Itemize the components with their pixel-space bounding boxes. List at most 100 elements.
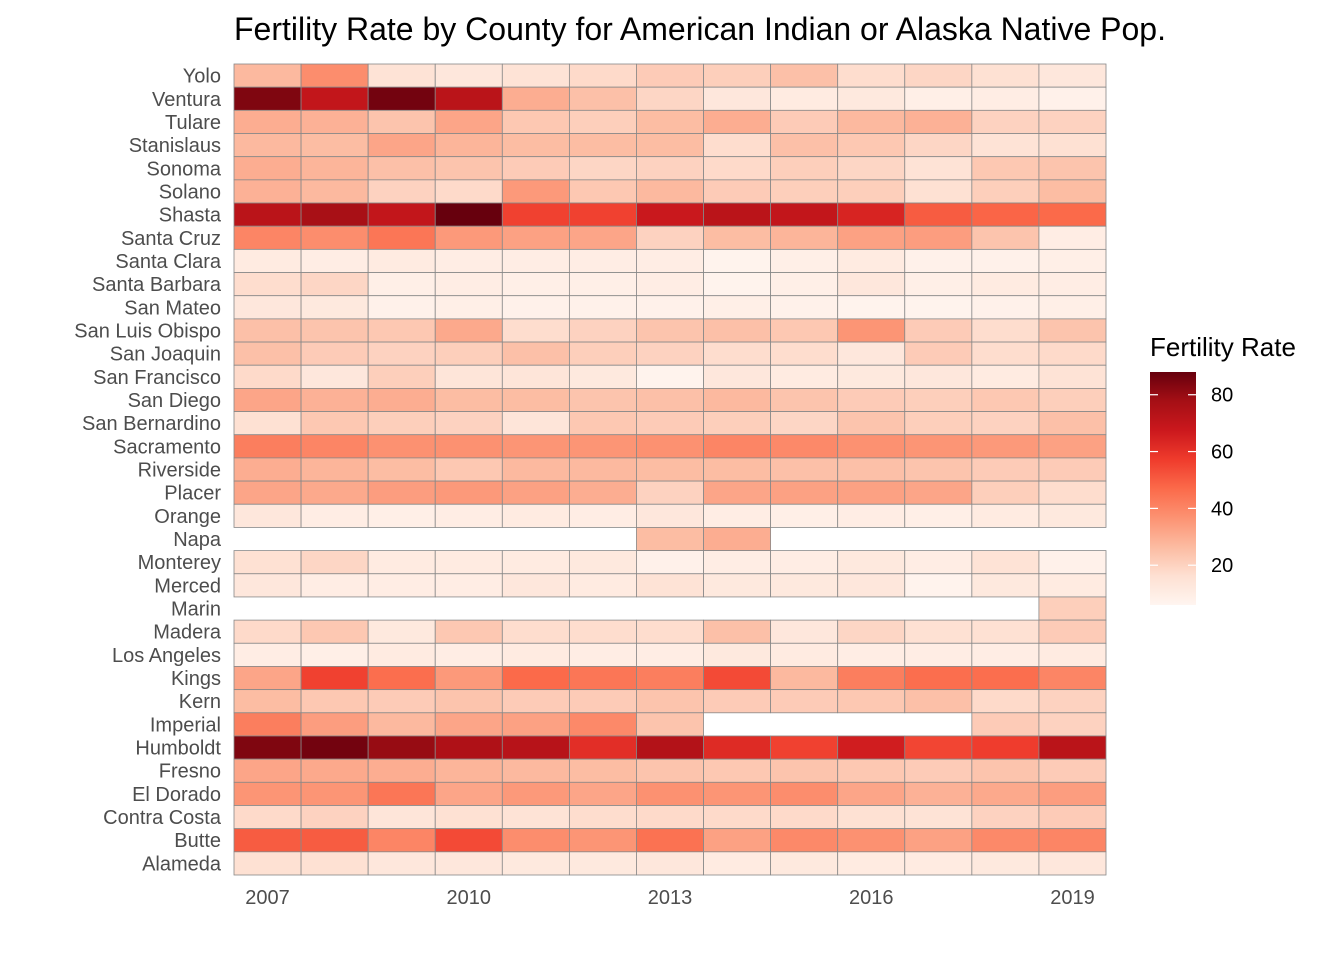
heatmap-cell [367,828,436,853]
heatmap-cell [434,63,503,88]
y-tick-label: Solano [159,181,221,203]
heatmap-cell [568,735,637,760]
heatmap-cell [971,666,1040,691]
heatmap-cell [300,179,369,204]
heatmap-cell [837,503,906,528]
heatmap-cell [233,318,302,343]
heatmap-cell [971,86,1040,111]
heatmap-cell [703,318,772,343]
heatmap-cell [770,364,839,389]
heatmap-cell [568,63,637,88]
heatmap-cell [971,851,1040,876]
heatmap-cell [703,109,772,134]
legend-ticks: 20 40 60 80 [1150,385,1233,577]
heatmap-cell [904,109,973,134]
heatmap-cell [434,480,503,505]
heatmap-cell [837,781,906,806]
heatmap-cell [568,109,637,134]
heatmap-cell [1038,828,1107,853]
heatmap-cell [837,272,906,297]
heatmap-cell [501,202,570,227]
heatmap-cell [501,851,570,876]
heatmap-cell [837,202,906,227]
heatmap-cell [300,364,369,389]
heatmap-cell [434,109,503,134]
heatmap-cell [434,712,503,737]
heatmap-cell [233,156,302,181]
heatmap-cell [1038,596,1107,621]
heatmap-cell [501,248,570,273]
heatmap-cell [434,202,503,227]
heatmap-cell [568,781,637,806]
heatmap-cell [568,225,637,250]
heatmap-cell [1038,272,1107,297]
heatmap-cell [837,805,906,830]
heatmap-cell [770,828,839,853]
heatmap-cell [636,86,704,111]
heatmap-cell [703,480,772,505]
heatmap-cell [703,202,772,227]
legend: Fertility Rate 20 40 60 80 [1150,332,1296,605]
heatmap-cell [904,480,973,505]
heatmap-cell [1038,364,1107,389]
heatmap-cell [636,248,704,273]
heatmap-cell [233,735,302,760]
heatmap-cell [770,179,839,204]
heatmap-cell [501,781,570,806]
heatmap-cell [770,318,839,343]
heatmap-cell [300,411,369,436]
heatmap-cell [703,86,772,111]
heatmap-cell [367,805,436,830]
heatmap-cell [703,828,772,853]
heatmap-cell [837,318,906,343]
heatmap-cell [300,109,369,134]
heatmap-cell [501,341,570,366]
heatmap-cell [300,689,369,714]
heatmap-cell [568,828,637,853]
heatmap-cell [233,550,302,575]
heatmap-cell [971,619,1040,644]
heatmap-cell [703,387,772,412]
heatmap-cell [837,758,906,783]
y-tick-label: San Mateo [124,297,221,319]
heatmap-cell [1038,735,1107,760]
heatmap-cell [233,248,302,273]
heatmap-cell [636,805,704,830]
heatmap-cell [367,689,436,714]
heatmap-cell [300,272,369,297]
heatmap-cell [1038,434,1107,459]
heatmap-cell [770,86,839,111]
heatmap-cell [770,805,839,830]
heatmap-cell [703,735,772,760]
heatmap-cell [904,272,973,297]
legend-colorbar [1150,372,1196,605]
heatmap-cell [300,202,369,227]
heatmap-cell [568,503,637,528]
y-axis-tick-labels: YoloVenturaTulareStanislausSonomaSolanoS… [74,66,222,876]
y-tick-label: Monterey [138,552,221,574]
y-tick-label: Humboldt [135,738,221,760]
heatmap-cell [904,86,973,111]
heatmap-cell [837,619,906,644]
heatmap-cell [703,550,772,575]
y-tick-label: Santa Barbara [92,274,222,296]
heatmap-cell [501,666,570,691]
heatmap-cells [233,63,1107,876]
heatmap-cell [434,179,503,204]
heatmap-cell [971,272,1040,297]
heatmap-cell [568,480,637,505]
heatmap-cell [636,411,704,436]
y-tick-label: San Luis Obispo [74,320,221,342]
heatmap-cell [367,781,436,806]
heatmap-cell [904,341,973,366]
legend-tick-label: 60 [1211,442,1233,464]
heatmap-cell [837,364,906,389]
heatmap-cell [233,503,302,528]
y-tick-label: Butte [174,830,221,852]
heatmap-cell [971,411,1040,436]
heatmap-cell [434,225,503,250]
heatmap-cell [367,434,436,459]
y-tick-label: Kern [179,691,221,713]
heatmap-cell [703,781,772,806]
